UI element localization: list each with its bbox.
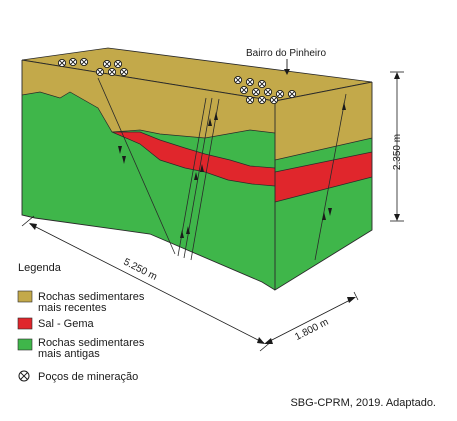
block <box>21 47 373 291</box>
crossed-circle-icon <box>18 370 30 382</box>
fault-arrows <box>118 102 346 238</box>
location-label: Bairro do Pinheiro <box>246 48 326 59</box>
right-green-band <box>275 138 372 172</box>
svg-text:Rochas sedimentares: Rochas sedimentares <box>38 291 145 303</box>
legend-item-young-sediments: Rochas sedimentares mais recentes <box>17 290 145 314</box>
svg-text:mais recentes: mais recentes <box>38 302 107 314</box>
svg-text:Poços de mineração: Poços de mineração <box>38 371 138 383</box>
svg-text:2.350 m: 2.350 m <box>392 134 403 170</box>
svg-text:mais antigas: mais antigas <box>38 348 100 360</box>
svg-text:Rochas sedimentares: Rochas sedimentares <box>38 337 145 349</box>
dimension-width: 1.800 m <box>264 291 359 344</box>
right-salt-layer <box>275 152 372 202</box>
svg-text:Sal - Gema: Sal - Gema <box>38 318 95 330</box>
svg-text:1.800 m: 1.800 m <box>293 317 330 343</box>
legend-item-mining-wells: Poços de mineração <box>18 370 138 383</box>
legend-swatch <box>17 338 33 351</box>
front-green-band <box>112 130 275 168</box>
legend-swatch <box>17 290 33 303</box>
svg-text:5.250 m: 5.250 m <box>122 257 159 283</box>
front-young-sediments <box>22 60 275 138</box>
fault-lines <box>97 77 347 261</box>
right-old-sediments <box>275 177 372 290</box>
legend-item-old-sediments: Rochas sedimentares mais antigas <box>17 337 145 360</box>
legend-title: Legenda <box>18 262 62 274</box>
right-young-sediments <box>275 82 372 160</box>
legend-item-salt: Sal - Gema <box>17 317 95 330</box>
legend-swatch <box>17 317 33 330</box>
source-credit: SBG-CPRM, 2019. Adaptado. <box>290 397 436 409</box>
legend: Legenda Rochas sedimentares mais recente… <box>17 262 145 383</box>
front-salt-layer <box>112 132 275 186</box>
dimension-height: 2.350 m <box>390 71 404 222</box>
